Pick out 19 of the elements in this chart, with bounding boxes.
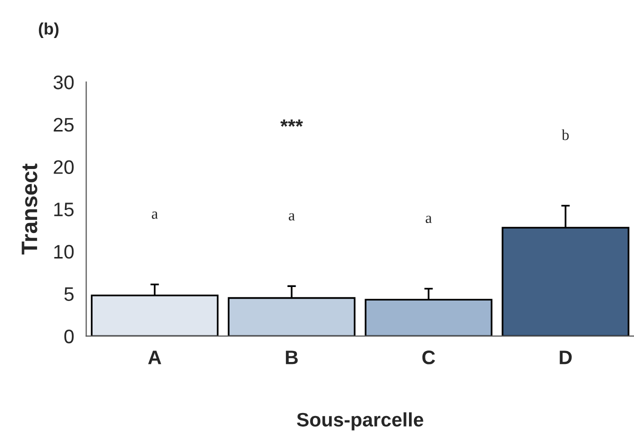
y-tick-label: 0 xyxy=(64,330,74,344)
y-tick-label: 15 xyxy=(54,202,74,216)
annotation: a xyxy=(288,213,295,221)
x-tick-label: C xyxy=(422,350,436,364)
x-axis-title: Sous-parcelle xyxy=(296,412,424,430)
y-tick-label: 25 xyxy=(54,118,74,132)
x-tick-label: D xyxy=(560,350,572,364)
annotation: a xyxy=(426,216,432,224)
x-tick-label: B xyxy=(286,350,298,364)
y-tick-label: 30 xyxy=(54,76,74,90)
annotation: *** xyxy=(280,119,303,127)
chart-title: (b) xyxy=(38,22,58,38)
y-tick-label: 20 xyxy=(54,160,74,174)
annotation: b xyxy=(562,129,569,140)
x-tick-label: A xyxy=(148,350,162,364)
y-axis-title: Transect xyxy=(22,164,38,255)
y-tick-label: 5 xyxy=(64,287,74,301)
annotation: a xyxy=(152,212,158,219)
y-tick-label: 10 xyxy=(54,244,74,259)
